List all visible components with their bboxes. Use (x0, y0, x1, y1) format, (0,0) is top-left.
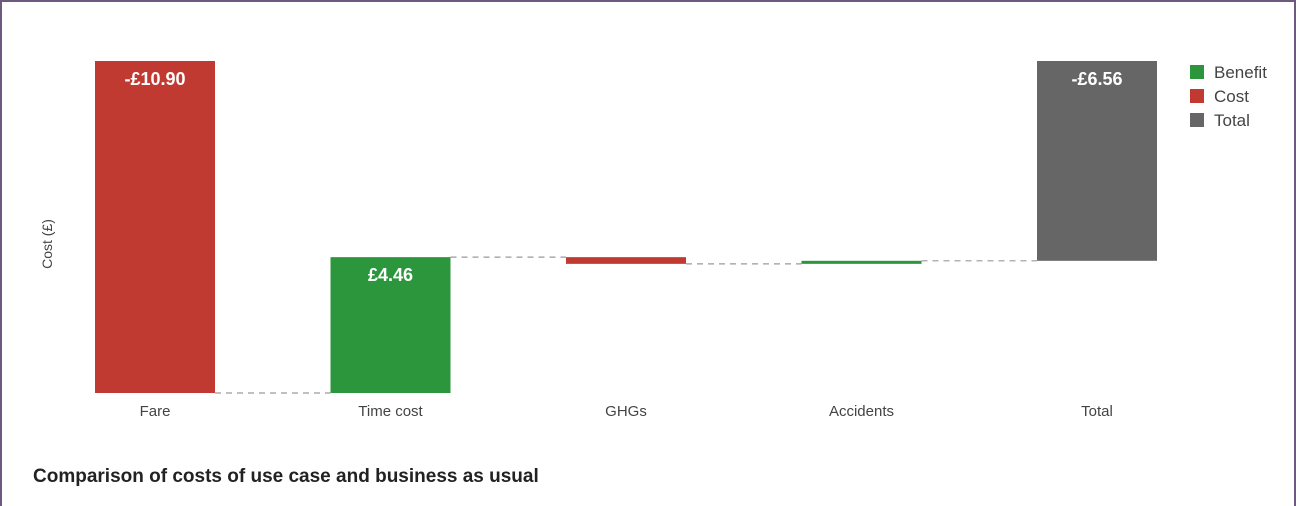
connectors (215, 256, 1037, 394)
x-tick-label: Accidents (829, 403, 894, 420)
x-tick-label: Total (1081, 403, 1113, 420)
legend-label: Total (1214, 111, 1250, 130)
bar-total (1037, 61, 1157, 261)
legend-label: Cost (1214, 87, 1249, 106)
bar-accidents (801, 260, 922, 264)
legend-swatch (1190, 65, 1204, 79)
x-tick-label: Time cost (358, 403, 423, 420)
bars: -£10.90 £4.46 -£6.56 (95, 61, 1157, 393)
legend-swatch (1190, 113, 1204, 127)
bar-fare (95, 61, 215, 393)
x-tick-labels: Fare Time cost GHGs Accidents Total (140, 403, 1113, 420)
chart-caption: Comparison of costs of use case and busi… (33, 466, 539, 487)
data-label: -£10.90 (124, 69, 185, 89)
legend: Benefit Cost Total (1190, 63, 1267, 130)
y-axis-label: Cost (£) (39, 219, 55, 269)
x-tick-label: GHGs (605, 403, 647, 420)
legend-label: Benefit (1214, 63, 1267, 82)
legend-swatch (1190, 89, 1204, 103)
x-tick-label: Fare (140, 403, 171, 420)
bar-ghgs (566, 257, 686, 264)
bar-time-cost (330, 257, 451, 393)
data-label: -£6.56 (1071, 69, 1122, 89)
data-label: £4.46 (368, 265, 413, 285)
